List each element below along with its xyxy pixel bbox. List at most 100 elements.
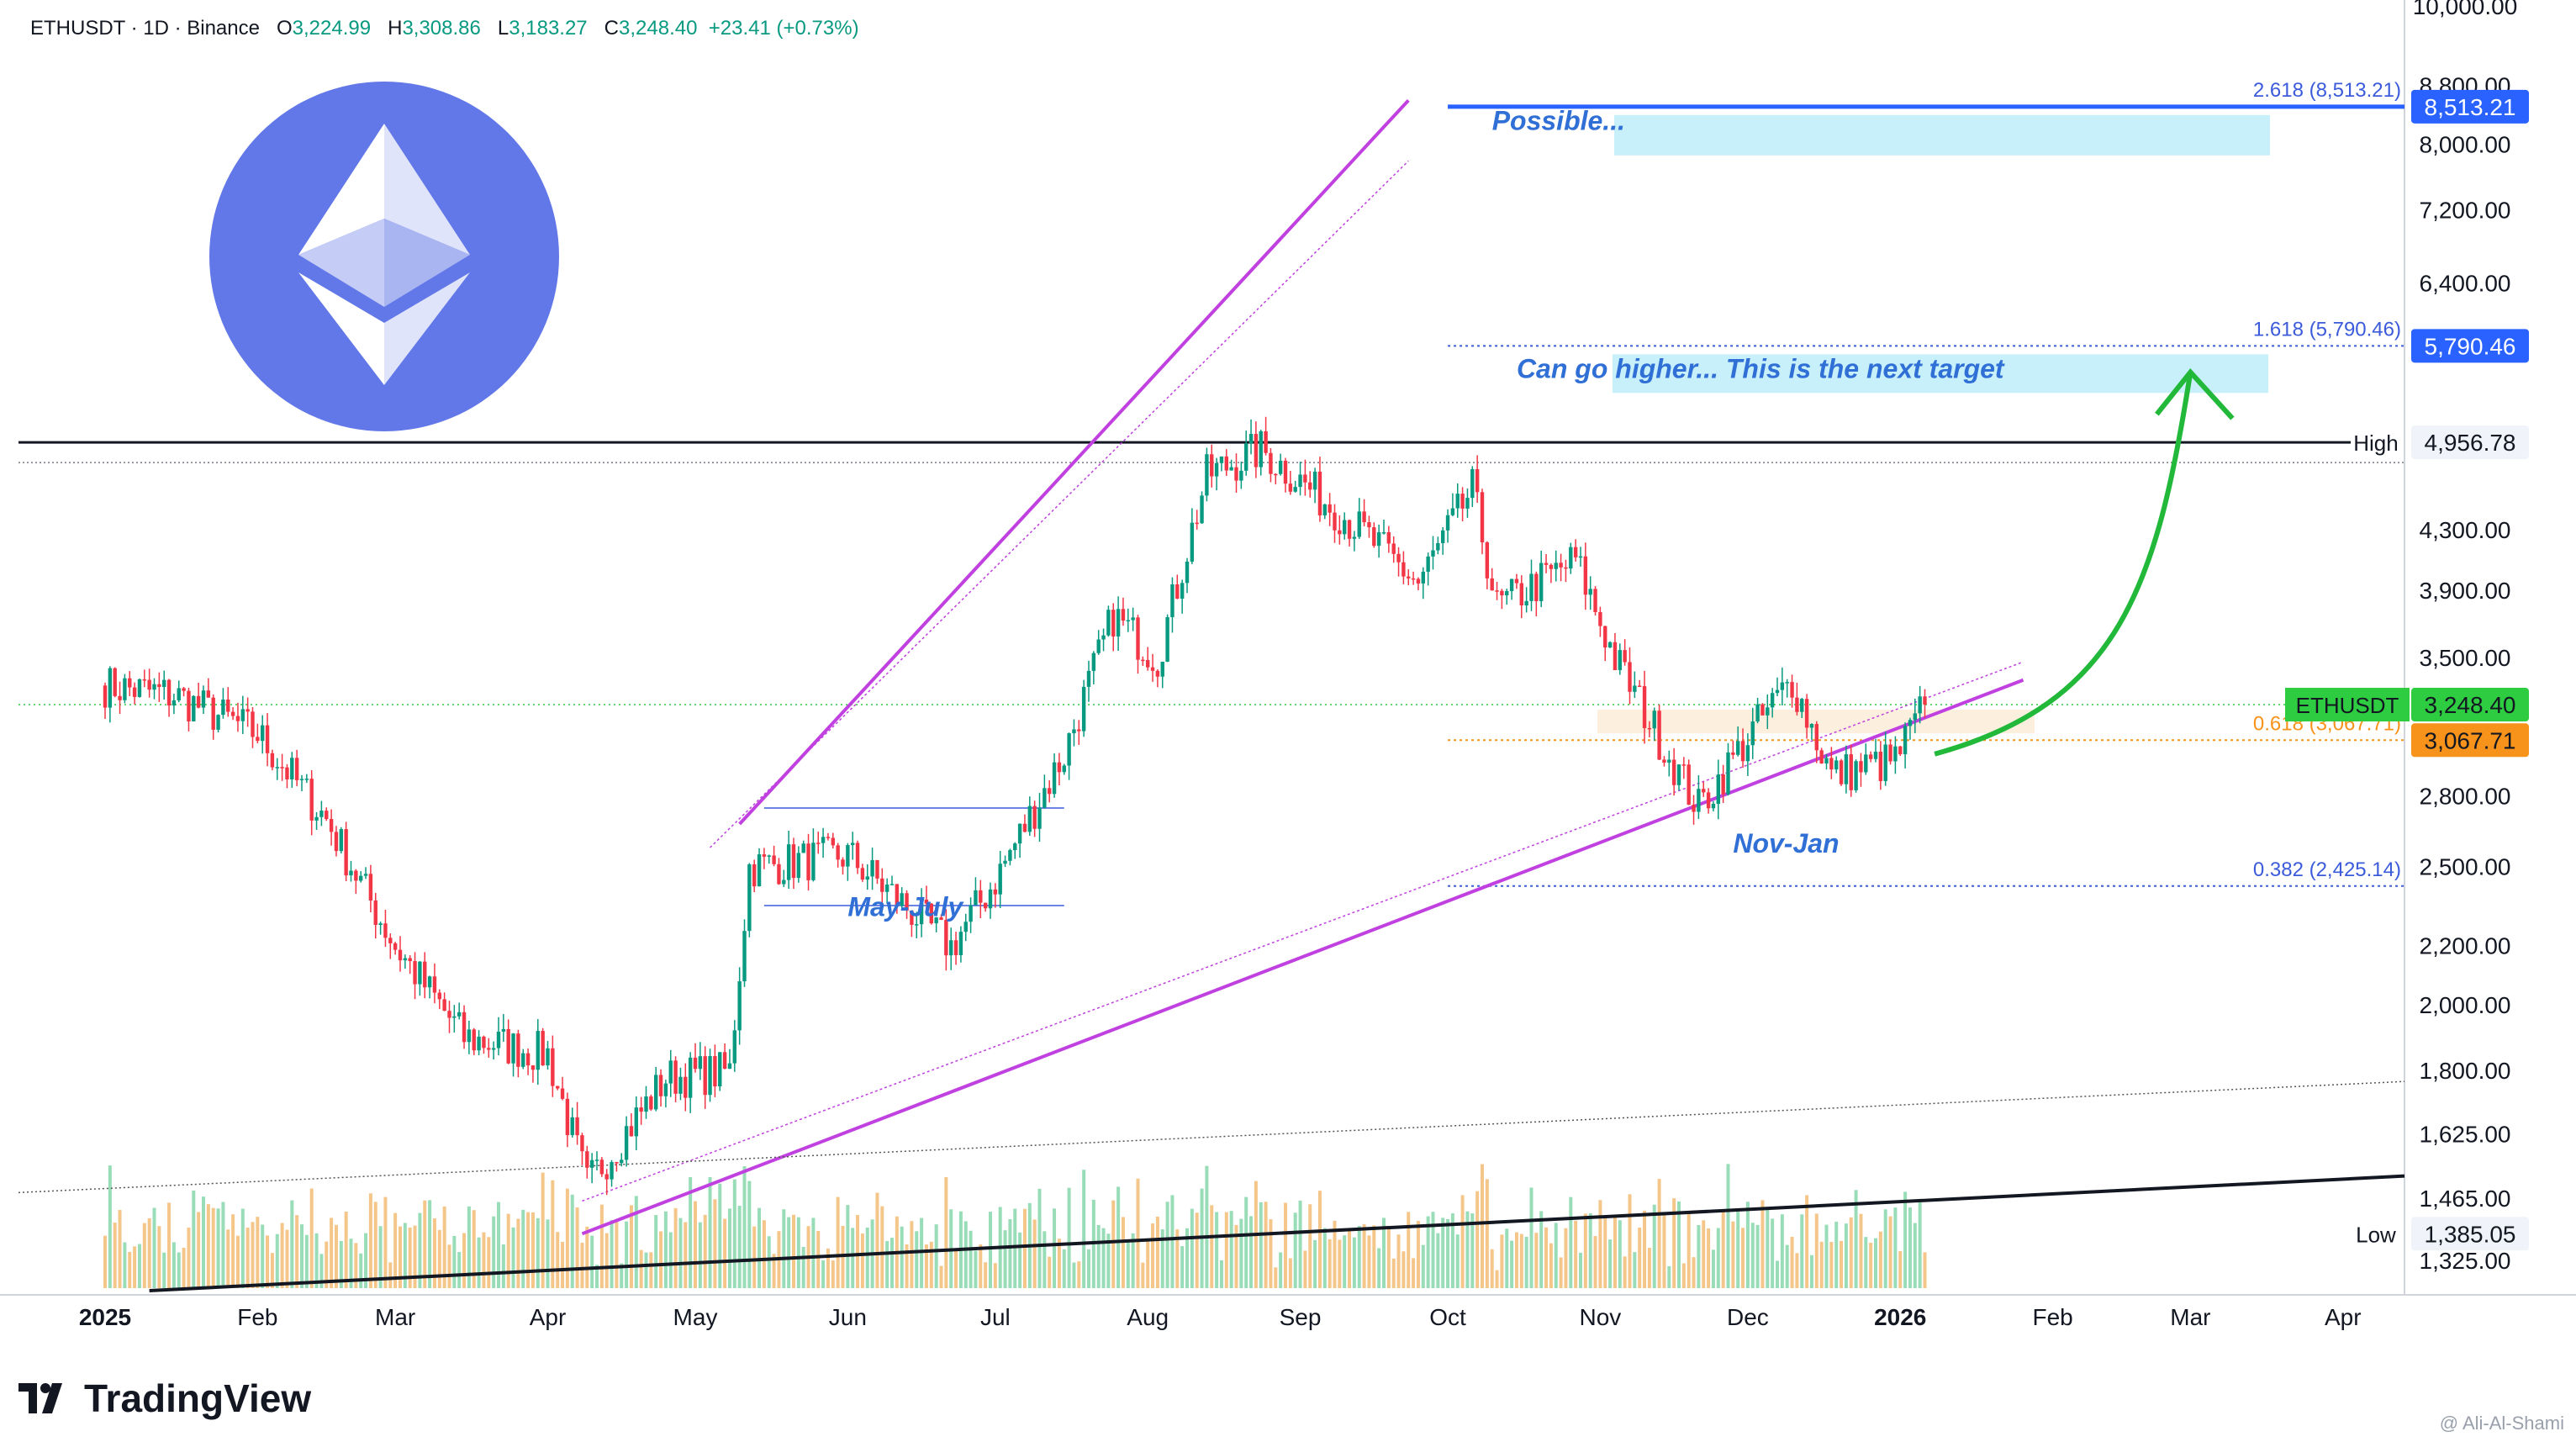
candle-body xyxy=(658,1075,663,1096)
volume-bar xyxy=(1386,1226,1391,1288)
volume-bar xyxy=(580,1242,584,1288)
candle-body xyxy=(536,1031,540,1070)
volume-bar xyxy=(1574,1220,1578,1288)
candle-body xyxy=(969,905,973,922)
volume-bar xyxy=(285,1229,289,1288)
candle-body xyxy=(1096,639,1101,653)
volume-bar xyxy=(1210,1205,1214,1288)
candle-body xyxy=(230,711,235,716)
volume-bar xyxy=(984,1262,988,1288)
candle-body xyxy=(836,845,840,860)
candle-body xyxy=(1726,752,1730,795)
volume-bar xyxy=(713,1199,717,1288)
volume-bar xyxy=(1249,1216,1254,1288)
volume-bar xyxy=(604,1233,609,1288)
candle-body xyxy=(757,854,762,887)
candle-body xyxy=(1244,443,1248,471)
volume-bar xyxy=(1559,1257,1563,1288)
candle-body xyxy=(895,884,900,906)
candle-body xyxy=(1411,578,1416,580)
candle-body xyxy=(1534,573,1539,601)
candle-body xyxy=(958,932,963,955)
candle-body xyxy=(556,1085,560,1089)
candle-body xyxy=(1539,563,1544,601)
candle-body xyxy=(565,1098,570,1135)
volume-bar xyxy=(162,1252,166,1288)
volume-bar xyxy=(1529,1187,1533,1288)
volume-bar xyxy=(629,1205,633,1288)
volume-bar xyxy=(506,1213,510,1288)
channel-upper-dotted xyxy=(710,160,1409,848)
candle-body xyxy=(172,700,177,706)
volume-bar xyxy=(590,1235,594,1288)
candle-body xyxy=(1755,704,1760,722)
volume-bar xyxy=(1514,1232,1518,1288)
volume-bar xyxy=(954,1249,958,1288)
time-tick-label: Feb xyxy=(2032,1304,2072,1330)
candle-body xyxy=(915,924,919,926)
candle-body xyxy=(132,687,137,697)
annotation-label: Nov-Jan xyxy=(1733,828,1839,858)
volume-bar xyxy=(399,1226,402,1288)
candle-body xyxy=(1829,758,1834,770)
volume-bar xyxy=(1638,1227,1642,1288)
volume-bar xyxy=(929,1241,933,1288)
volume-bar xyxy=(1888,1216,1892,1288)
candle-body xyxy=(137,679,142,697)
time-tick-label: 2025 xyxy=(79,1304,131,1330)
tradingview-logo[interactable]: TradingView xyxy=(18,1376,311,1421)
price-axis[interactable]: 10,000.008,800.008,000.007,200.006,400.0… xyxy=(2285,0,2529,1274)
candle-body xyxy=(408,958,412,962)
candle-body xyxy=(831,837,835,846)
volume-bar xyxy=(1180,1246,1185,1288)
volume-bar xyxy=(1131,1233,1135,1288)
candle-body xyxy=(747,864,752,932)
candle-body xyxy=(1328,504,1332,513)
volume-bar xyxy=(388,1262,393,1288)
volume-bar xyxy=(1308,1204,1312,1288)
symbol-legend[interactable]: ETHUSDT · 1D · Binance O3,224.99 H3,308.… xyxy=(30,17,859,40)
volume-bar xyxy=(974,1250,978,1288)
time-tick-label: Apr xyxy=(2325,1304,2362,1330)
candle-body xyxy=(221,699,225,716)
volume-bar xyxy=(1588,1212,1592,1288)
candle-body xyxy=(1766,707,1770,716)
time-axis[interactable]: 2025 Feb Mar Apr May Jun Jul Aug Sep Oct Nov Dec 202… xyxy=(79,1304,2362,1330)
candle-body xyxy=(1185,561,1190,584)
candle-body xyxy=(1804,699,1809,728)
candle-body xyxy=(1883,744,1887,781)
volume-bar xyxy=(762,1220,766,1288)
volume-bar xyxy=(1175,1229,1180,1288)
candle-body xyxy=(953,940,958,955)
volume-bar xyxy=(757,1207,762,1288)
candle-body xyxy=(585,1151,589,1168)
candle-body xyxy=(388,938,393,943)
candle-body xyxy=(393,943,398,950)
volume-bar xyxy=(939,1265,943,1288)
volume-bar xyxy=(128,1251,132,1288)
candle-body xyxy=(487,1048,491,1050)
volume-bar xyxy=(1608,1239,1613,1288)
candle-body xyxy=(501,1028,506,1032)
candle-body xyxy=(235,716,240,721)
candle-body xyxy=(1544,563,1549,565)
candle-body xyxy=(1662,759,1666,763)
volume-bar xyxy=(1854,1190,1858,1288)
candle-body xyxy=(525,1053,531,1066)
volume-bar xyxy=(865,1227,869,1288)
candle-body xyxy=(1136,617,1140,660)
volume-bar xyxy=(1628,1194,1632,1288)
candle-body xyxy=(1121,609,1126,621)
candle-body xyxy=(1298,474,1302,488)
volume-bar xyxy=(304,1234,309,1288)
volume-bar xyxy=(330,1218,334,1288)
volume-bar xyxy=(1874,1238,1877,1288)
candle-body xyxy=(1736,741,1740,755)
candle-body xyxy=(1642,686,1647,728)
volume-bar xyxy=(1343,1235,1347,1288)
volume-bar xyxy=(610,1220,614,1288)
volume-bar xyxy=(1087,1249,1090,1288)
candle-body xyxy=(1401,562,1406,577)
candle-body xyxy=(1396,553,1401,563)
